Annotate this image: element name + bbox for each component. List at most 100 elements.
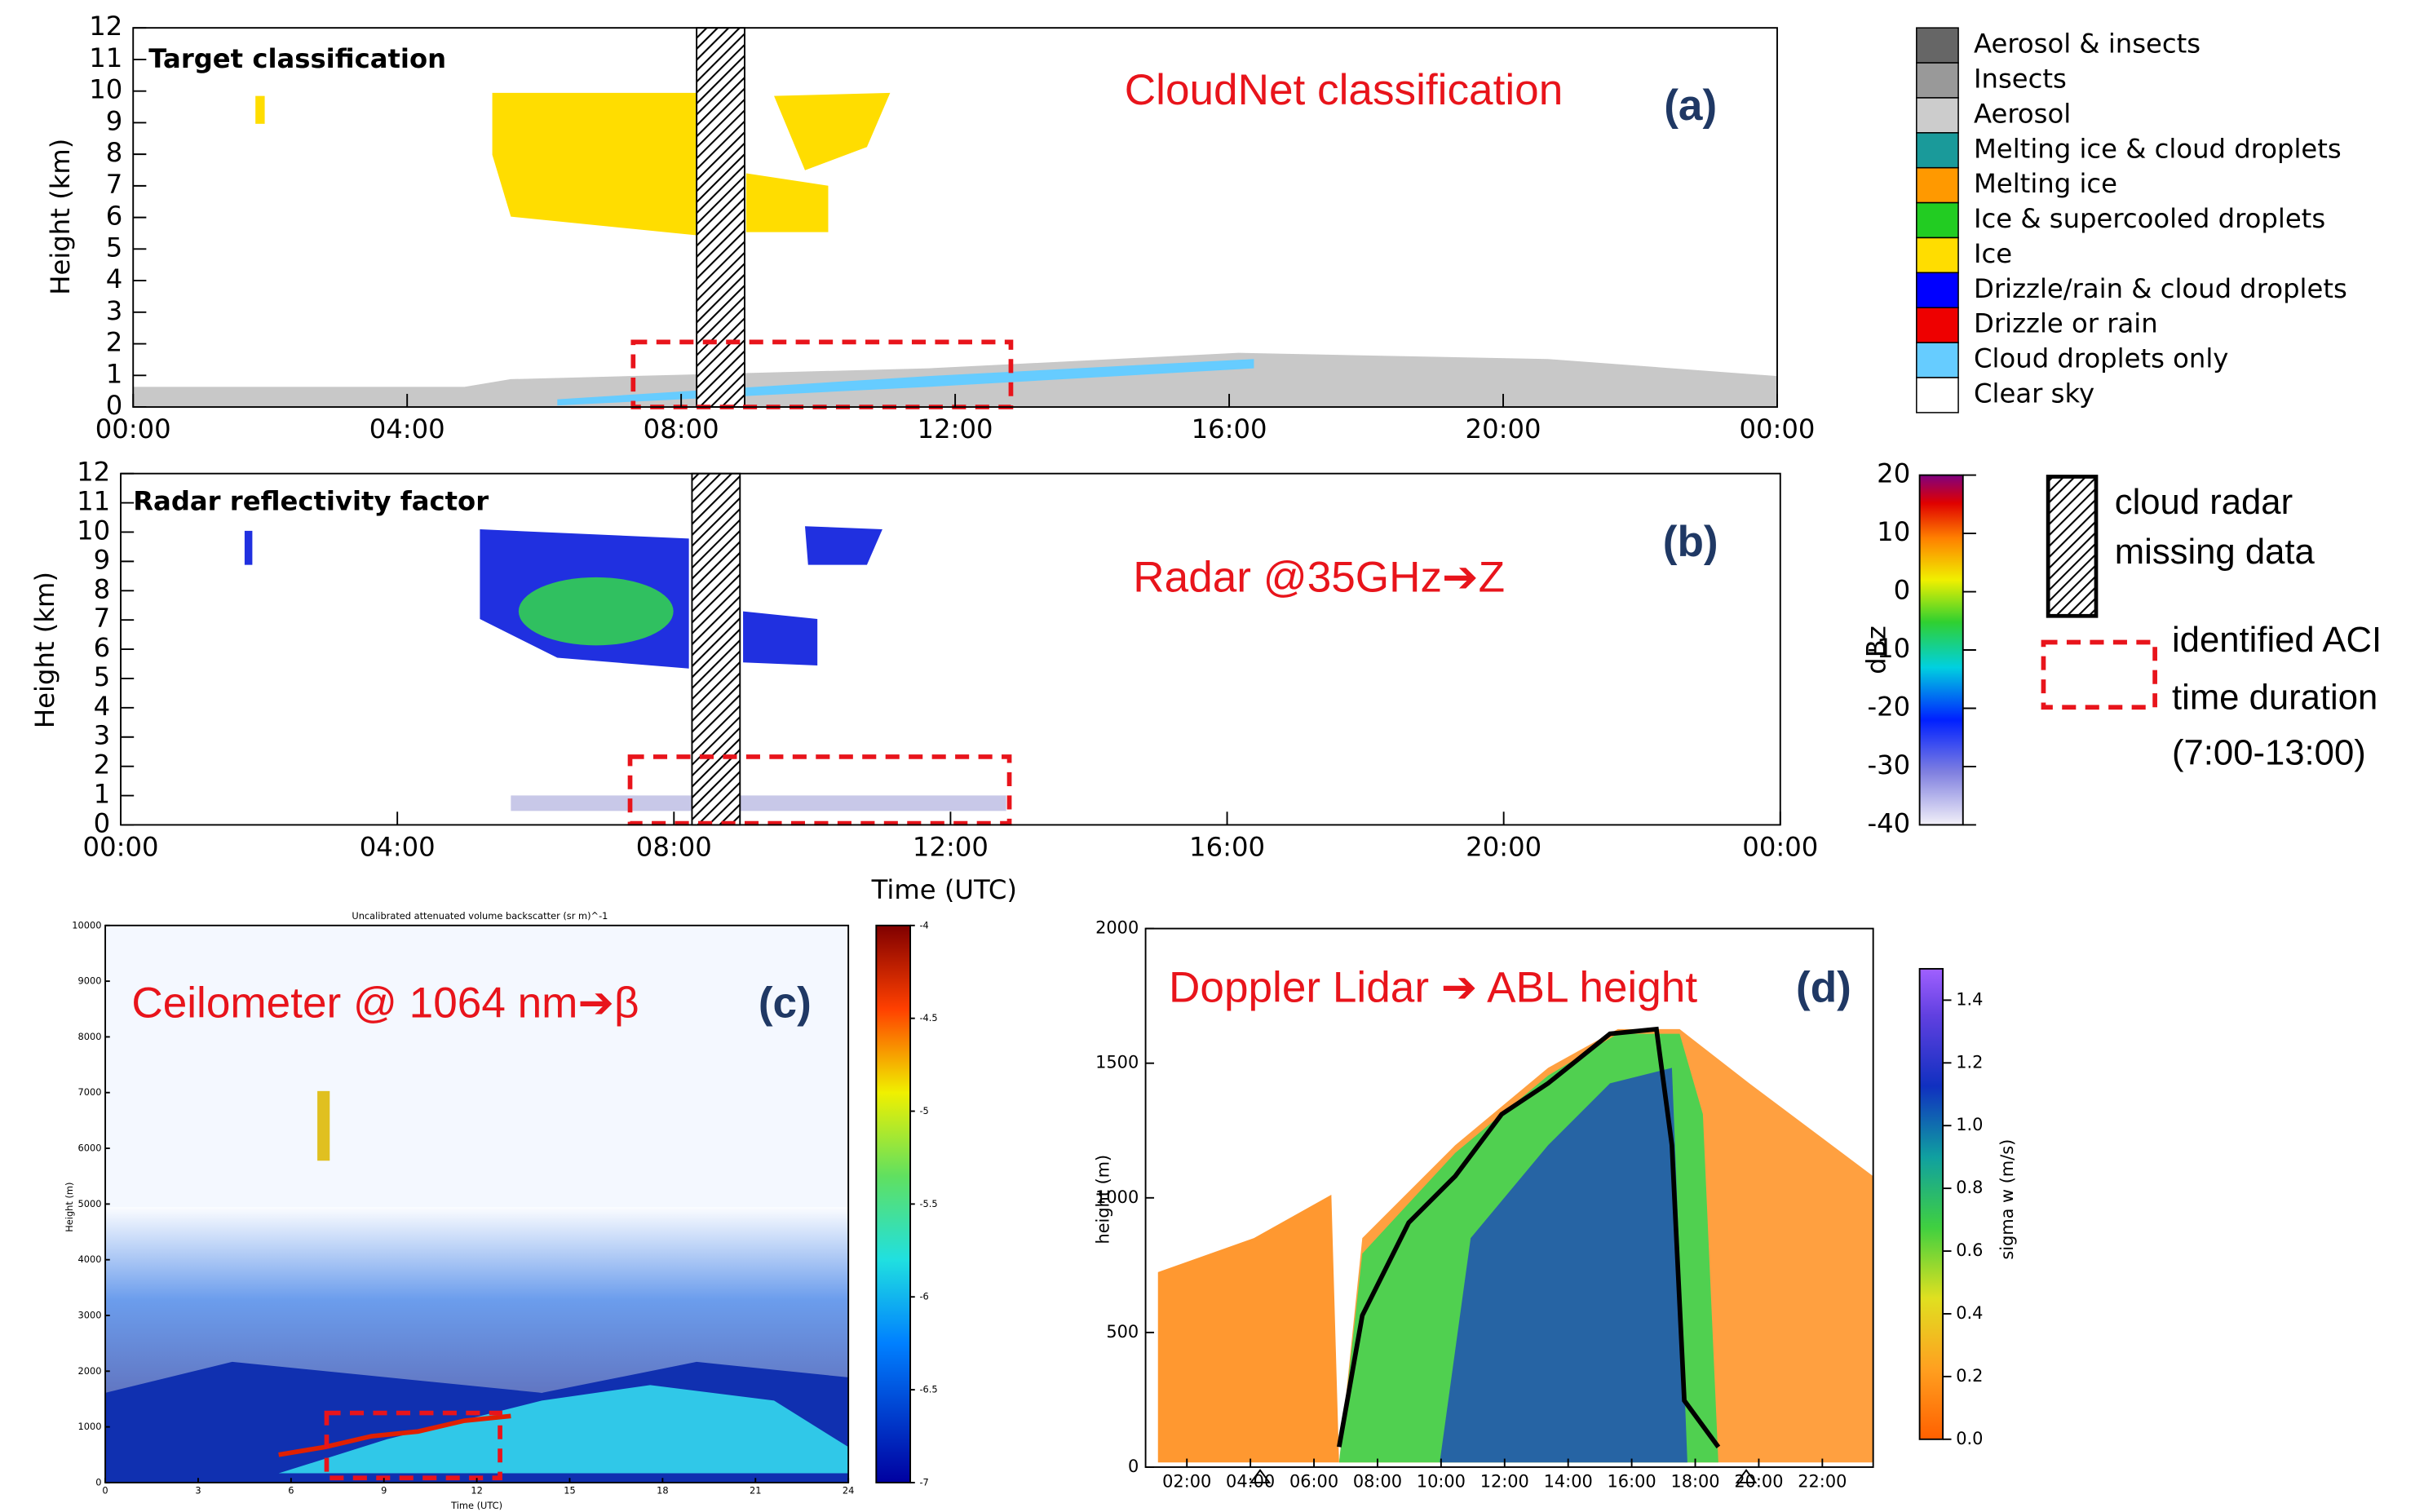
y-tick-label: 11 (89, 42, 122, 73)
colorbar-tick-label: 0.6 (1956, 1240, 1983, 1260)
x-tick-label: 12 (471, 1485, 482, 1497)
y-tick-label: 2 (94, 749, 111, 780)
colorbar-tick-label: -30 (1868, 749, 1911, 780)
panel-d-image (1157, 1026, 1873, 1483)
x-tick-label: 24 (843, 1485, 854, 1497)
legend-swatch (1916, 272, 1959, 309)
y-tick-label: 9 (94, 544, 111, 575)
colorbar-tick-label: 20 (1877, 458, 1910, 489)
legend-label: Ice (1974, 238, 2012, 269)
panel-label: (d) (1796, 964, 1851, 1012)
y-tick-label: 7000 (78, 1086, 102, 1098)
x-tick-label: 20:00 (1466, 413, 1541, 444)
colorbar-tick-label: 1.0 (1956, 1115, 1983, 1134)
y-tick-label: 0 (95, 1476, 101, 1488)
x-tick-label: 00:00 (1742, 831, 1818, 862)
y-tick-label: 2 (106, 327, 123, 358)
panel-a-image (133, 27, 1777, 409)
y-tick-label: 2000 (1095, 918, 1139, 938)
y-tick-label: 4 (106, 263, 123, 294)
x-tick-label: 18 (657, 1485, 668, 1497)
x-tick-label: 04:00 (360, 831, 436, 862)
y-tick-label: 1000 (78, 1421, 102, 1432)
y-tick-label: 10000 (72, 919, 101, 931)
x-tick-label: 22:00 (1798, 1472, 1847, 1492)
y-tick-label: 5 (106, 232, 123, 263)
y-tick-label: 2000 (78, 1365, 102, 1377)
y-axis-label: Height (m) (64, 1183, 75, 1232)
panel-title: Radar reflectivity factor (133, 486, 489, 517)
colorbar-tick-label: 0.0 (1956, 1429, 1983, 1448)
legend-label: Drizzle or rain (1974, 308, 2158, 339)
key-text: (7:00-13:00) (2172, 733, 2366, 773)
colorbar-tick-label: -5 (919, 1105, 928, 1116)
colorbar-tick-label: -5.5 (919, 1198, 937, 1209)
y-tick-label: 0 (94, 807, 111, 838)
key-text: missing data (2115, 532, 2315, 572)
x-tick-label: 12:00 (1480, 1472, 1529, 1492)
legend-swatch (1916, 201, 1959, 239)
colorbar (1918, 474, 1964, 826)
annotation: CloudNet classification (1125, 66, 1563, 114)
legend-swatch (1916, 27, 1959, 64)
legend-swatch (1916, 132, 1959, 169)
y-tick-label: 5 (94, 661, 111, 692)
y-tick-label: 8 (94, 573, 111, 604)
annotation: Ceilometer @ 1064 nm➔β (131, 979, 639, 1028)
x-tick-label: 6 (288, 1485, 294, 1497)
y-tick-label: 3 (106, 295, 123, 326)
legend-swatch (1916, 97, 1959, 134)
legend-label: Drizzle/rain & cloud droplets (1974, 273, 2347, 304)
y-tick-label: 6000 (78, 1143, 102, 1154)
legend-swatch (1916, 237, 1959, 274)
panel-c-image (105, 925, 849, 1483)
colorbar (875, 924, 912, 1483)
colorbar (1918, 967, 1944, 1440)
x-tick-label: 02:00 (1162, 1472, 1211, 1492)
x-tick-label: 00:00 (83, 831, 159, 862)
annotation: Doppler Lidar ➔ ABL height (1169, 964, 1697, 1012)
panel-label: (b) (1663, 518, 1718, 566)
y-tick-label: 10 (89, 74, 122, 105)
y-axis-label: Height (km) (45, 139, 76, 295)
legend-label: Clear sky (1974, 378, 2094, 409)
x-tick-label: 20:00 (1734, 1472, 1783, 1492)
legend-label: Insects (1974, 63, 2067, 94)
aci-key (2041, 639, 2157, 710)
x-tick-label: 18:00 (1670, 1472, 1719, 1492)
colorbar-tick-label: 0.4 (1956, 1303, 1983, 1323)
colorbar-tick-label: 10 (1877, 516, 1910, 547)
x-tick-label: 14:00 (1544, 1472, 1593, 1492)
legend-label: Aerosol & insects (1974, 29, 2200, 60)
panel-label: (a) (1664, 82, 1717, 130)
y-tick-label: 6 (106, 201, 123, 232)
colorbar-tick-label: -4.5 (919, 1012, 937, 1023)
x-tick-label: 16:00 (1608, 1472, 1656, 1492)
y-tick-label: 4000 (78, 1253, 102, 1265)
y-tick-label: 3 (94, 720, 111, 751)
colorbar-tick-label: 1.2 (1956, 1052, 1983, 1072)
y-tick-label: 1500 (1095, 1053, 1139, 1072)
x-tick-label: 12:00 (913, 831, 989, 862)
y-tick-label: 1000 (1095, 1187, 1139, 1207)
key-text: cloud radar (2115, 482, 2293, 522)
legend-label: Ice & supercooled droplets (1974, 203, 2325, 234)
y-tick-label: 3000 (78, 1309, 102, 1320)
legend-swatch (1916, 342, 1959, 378)
x-axis-label: Time (UTC) (871, 874, 1017, 905)
x-axis-label: Time (UTC) (450, 1500, 502, 1511)
annotation: Radar @35GHz➔Z (1133, 554, 1505, 602)
colorbar-tick-label: -10 (1868, 633, 1911, 664)
y-tick-label: 8000 (78, 1031, 102, 1042)
colorbar-tick-label: -7 (919, 1476, 928, 1488)
x-tick-label: 08:00 (1353, 1472, 1402, 1492)
y-tick-label: 1 (106, 358, 123, 389)
x-tick-label: 00:00 (95, 413, 171, 444)
colorbar-tick-label: -6.5 (919, 1384, 937, 1395)
x-tick-label: 08:00 (644, 413, 719, 444)
y-axis-label: Height (km) (29, 572, 60, 728)
key-text: identified ACI (2172, 620, 2382, 660)
legend-swatch (1916, 377, 1959, 413)
y-tick-label: 12 (77, 457, 110, 488)
